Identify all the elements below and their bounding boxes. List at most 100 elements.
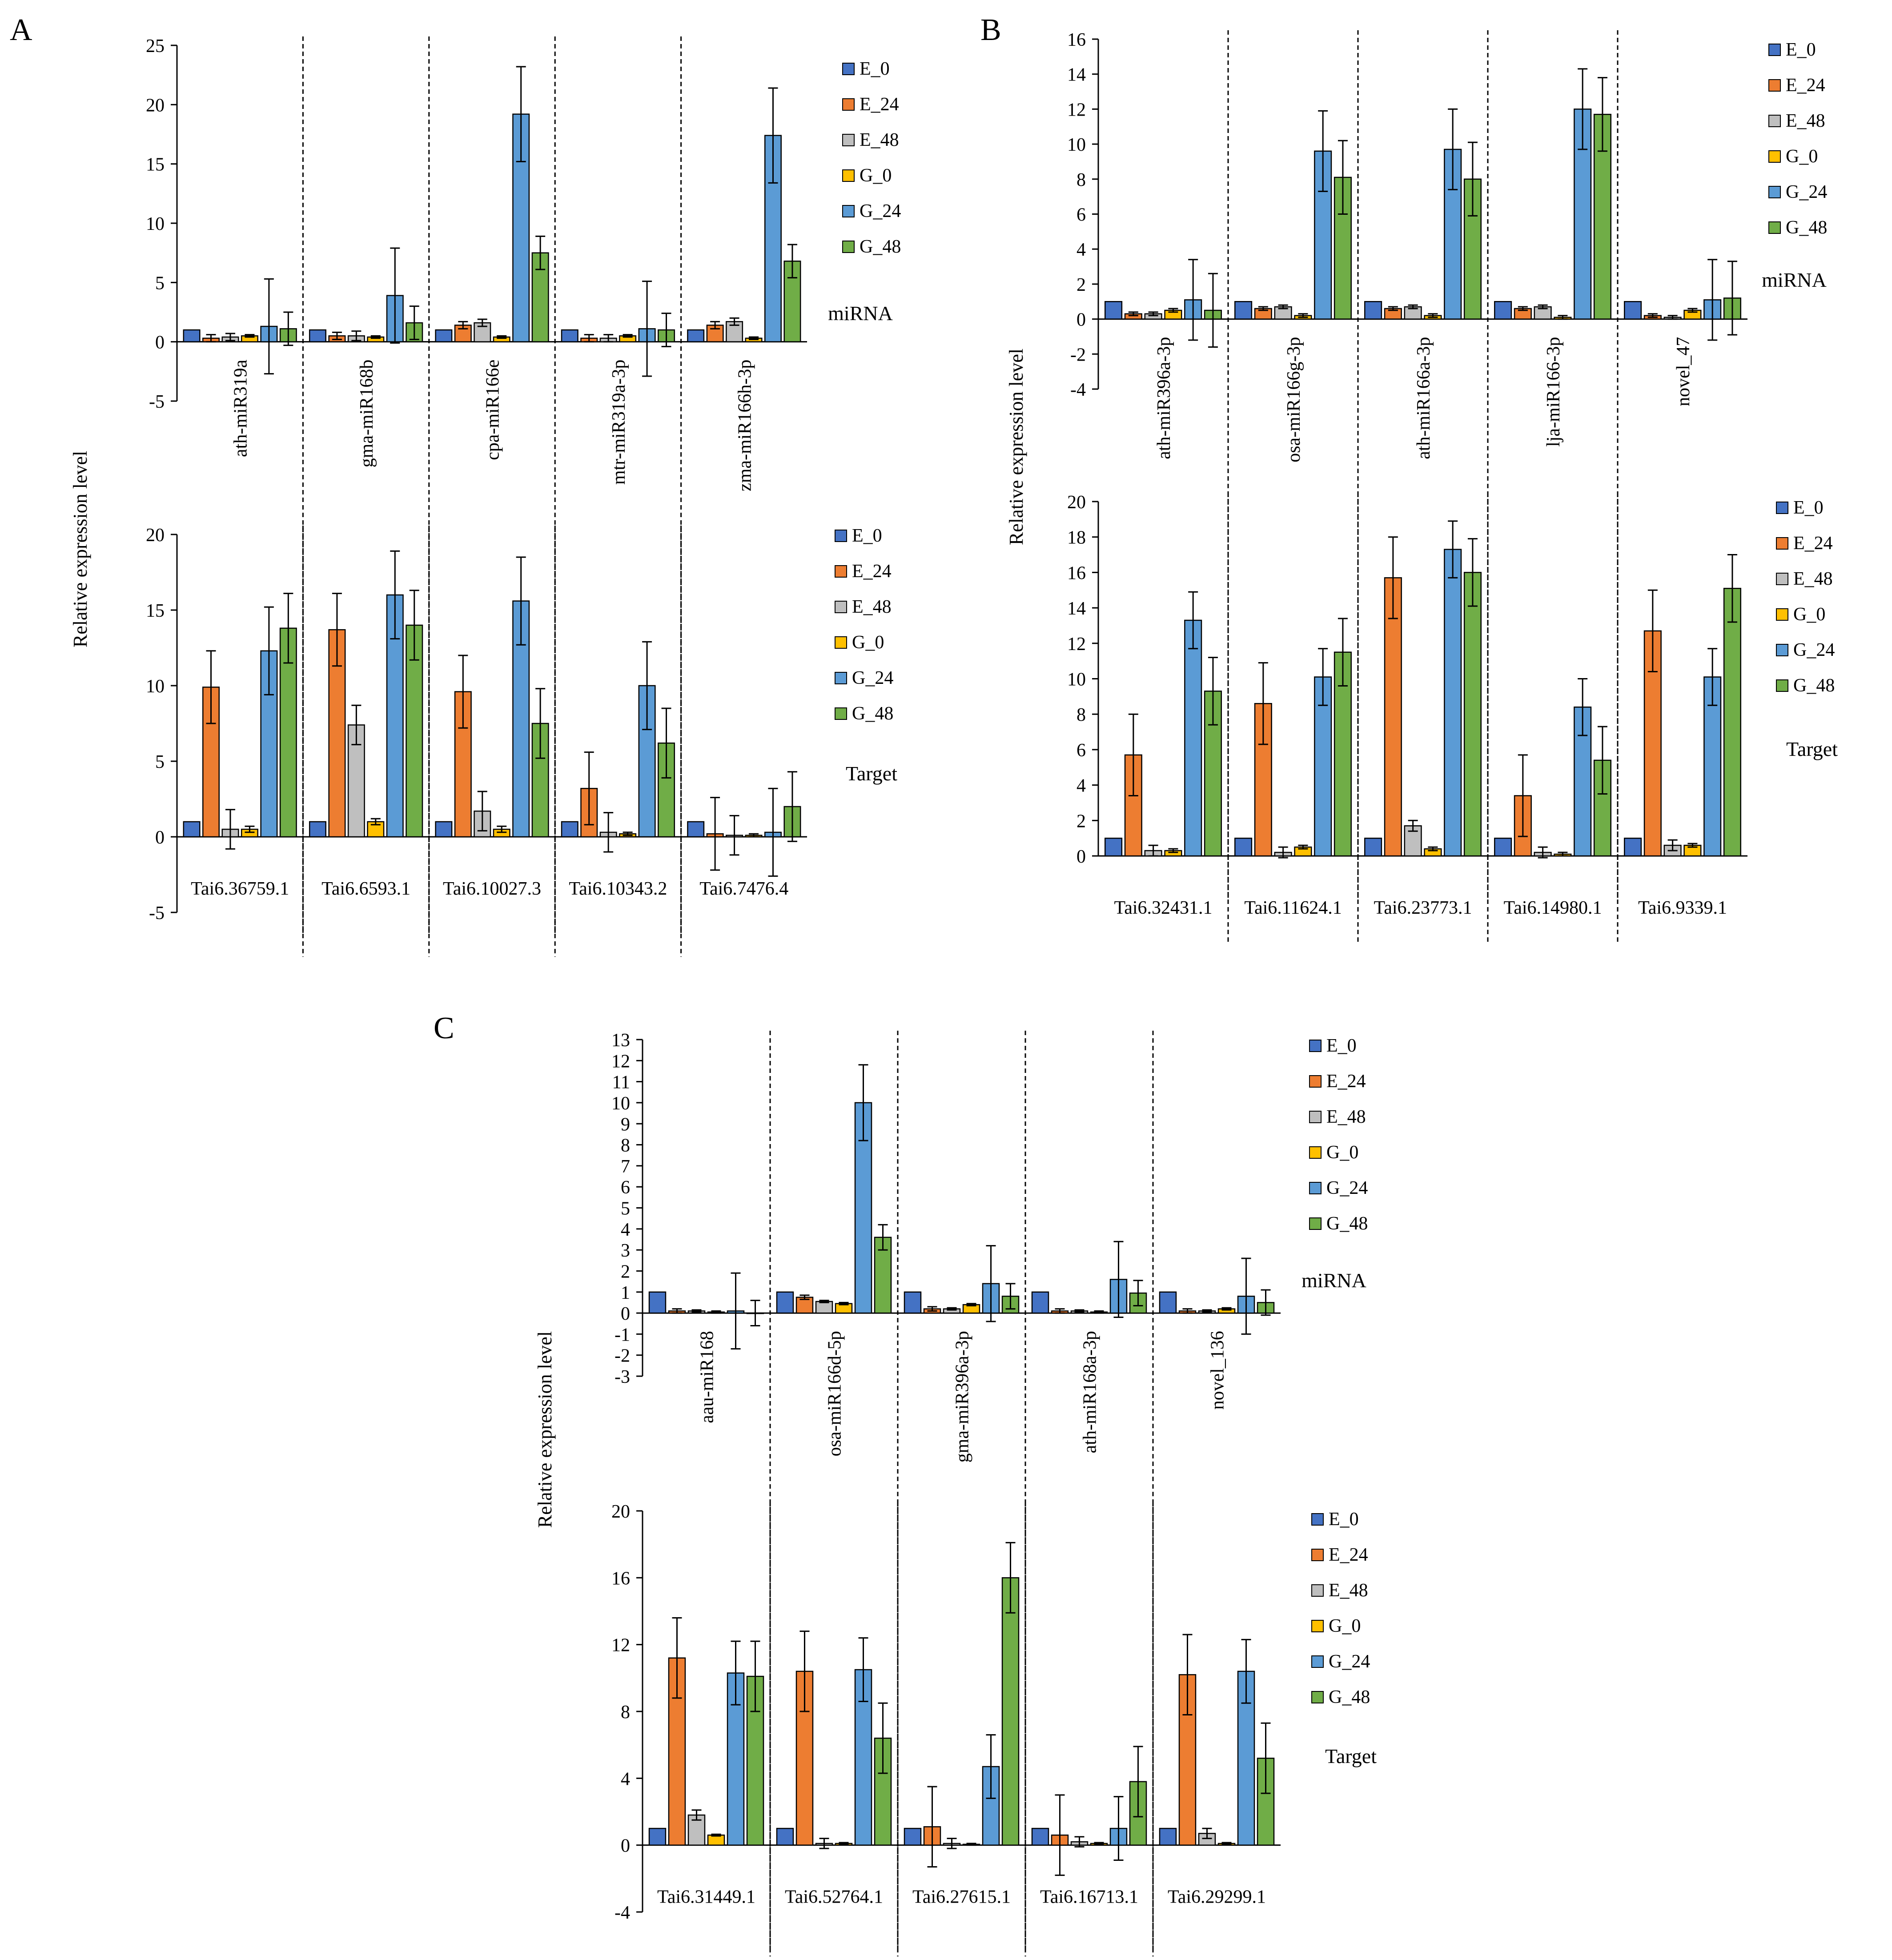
category-label: novel_47 [1673, 337, 1694, 406]
y-axis-title-c: Relative expression level [534, 1331, 556, 1528]
legend-label-g24: G_24 [852, 668, 893, 688]
category-label: Tai6.52764.1 [785, 1887, 883, 1908]
bar-e48-zma-mir166h-3p [726, 321, 743, 342]
legend-label-e24: E_24 [1329, 1545, 1368, 1565]
y-tick-label: -5 [149, 392, 165, 412]
bar-e0-tai6-14980-1 [1494, 837, 1512, 857]
y-axis-title-b: Relative expression level [1005, 349, 1027, 545]
category-label: zma-miR166h-3p [735, 360, 755, 491]
legend-label-e0: E_0 [1793, 498, 1824, 518]
legend-label-g48: G_48 [860, 237, 901, 257]
category-label: ath-miR168a-3p [1080, 1331, 1101, 1453]
section-title: Target [1325, 1745, 1377, 1767]
y-tick-label: 0 [621, 1836, 630, 1856]
legend-label-g24: G_24 [1793, 640, 1835, 660]
bar-e0-tai6-23773-1 [1364, 837, 1382, 857]
legend-label-g48: G_48 [1326, 1213, 1368, 1234]
y-tick-label: 10 [146, 214, 165, 234]
y-tick-label: 5 [155, 273, 165, 293]
y-tick-label: 16 [611, 1568, 630, 1589]
category-label: novel_136 [1208, 1331, 1228, 1410]
legend-label-g24: G_24 [1326, 1178, 1368, 1198]
bar-e48-osa-mir166d-5p [815, 1301, 833, 1314]
legend-swatch-g24 [842, 205, 855, 217]
y-tick-label: 20 [1067, 492, 1086, 513]
bar-e0-tai6-9339-1 [1624, 837, 1642, 857]
y-tick-label: -5 [149, 903, 165, 924]
legend-swatch-e24 [1768, 79, 1781, 92]
legend-label-e0: E_0 [860, 59, 890, 79]
y-tick-label: 8 [621, 1136, 630, 1156]
legend-label-e48: E_48 [1793, 569, 1833, 589]
bar-e0-aau-mir168 [648, 1291, 667, 1314]
bar-e0-tai6-6593-1 [309, 821, 326, 838]
bar-e0-ath-mir168a-3p [1031, 1291, 1049, 1314]
y-tick-label: 7 [621, 1157, 630, 1177]
bar-e0-zma-mir166h-3p [687, 329, 705, 342]
category-label: mtr-miR319a-3p [609, 360, 629, 485]
bar-e0-tai6-29299-1 [1159, 1827, 1177, 1846]
y-tick-label: 16 [1067, 30, 1086, 50]
bar-e0-ath-mir319a [183, 329, 201, 342]
legend-swatch-g0 [1311, 1620, 1324, 1632]
bar-e0-ath-mir166a-3p [1364, 301, 1382, 320]
y-tick-label: 16 [1067, 563, 1086, 583]
legend-swatch-e48 [842, 134, 855, 146]
bar-e0-gma-mir396a-3p [904, 1291, 922, 1314]
y-tick-label: 6 [1077, 740, 1086, 761]
legend-label-e0: E_0 [1326, 1036, 1357, 1056]
bar-e0-osa-mir166d-5p [776, 1291, 794, 1314]
category-label: Tai6.11624.1 [1244, 898, 1342, 918]
bar-g0-tai6-31449-1 [707, 1834, 725, 1846]
y-tick-label: 0 [621, 1304, 630, 1324]
category-label: Tai6.9339.1 [1638, 898, 1727, 918]
bar-e0-ath-mir396a-3p [1105, 301, 1123, 320]
legend-swatch-g0 [1309, 1146, 1322, 1159]
category-label: osa-miR166d-5p [825, 1331, 845, 1456]
legend-label-e48: E_48 [1329, 1580, 1368, 1601]
legend-swatch-g0 [1776, 608, 1788, 621]
y-tick-label: -3 [615, 1367, 630, 1387]
y-tick-label: 6 [1077, 205, 1086, 225]
legend-swatch-e0 [1768, 44, 1781, 56]
bar-e0-tai6-16713-1 [1031, 1827, 1049, 1846]
legend-swatch-e48 [835, 601, 847, 613]
legend-swatch-g24 [1768, 186, 1781, 198]
legend-label-g0: G_0 [1786, 146, 1818, 167]
category-label: Tai6.32431.1 [1114, 898, 1212, 918]
y-tick-label: 2 [1077, 275, 1086, 295]
section-title: Target [846, 762, 897, 785]
bar-e0-tai6-31449-1 [648, 1827, 667, 1846]
legend-label-g48: G_48 [1329, 1687, 1370, 1707]
category-label: Tai6.6593.1 [321, 879, 410, 899]
y-tick-label: 3 [621, 1241, 630, 1261]
legend-swatch-g24 [1309, 1182, 1322, 1194]
legend-swatch-e24 [1776, 537, 1788, 550]
category-label: ath-miR319a [231, 359, 251, 457]
category-label: ath-miR396a-3p [1154, 337, 1174, 459]
category-label: Tai6.31449.1 [657, 1887, 755, 1908]
y-tick-label: 1 [621, 1283, 630, 1303]
legend-swatch-g0 [842, 169, 855, 182]
category-label: gma-miR396a-3p [952, 1331, 973, 1462]
legend-swatch-e0 [842, 63, 855, 75]
legend-swatch-g48 [1309, 1217, 1322, 1230]
legend-swatch-e0 [1776, 502, 1788, 514]
chart-b-mirna: -4 -2 0 2 4 6 8 10 12 14 16 ath-miR396a-3p osa-miR16… [1067, 30, 1827, 943]
y-tick-label: 4 [621, 1220, 630, 1240]
y-tick-label: 12 [611, 1635, 630, 1656]
legend-label-g0: G_0 [1329, 1616, 1361, 1636]
y-tick-label: 15 [146, 155, 165, 175]
y-tick-label: 9 [621, 1114, 630, 1135]
legend-label-g24: G_24 [1786, 182, 1827, 202]
y-tick-label: 20 [146, 525, 165, 546]
y-tick-label: 10 [1067, 670, 1086, 690]
y-tick-label: 12 [1067, 100, 1086, 120]
legend-swatch-e48 [1768, 115, 1781, 127]
y-tick-label: 10 [146, 676, 165, 697]
category-label: Tai6.29299.1 [1168, 1887, 1266, 1908]
bar-e0-tai6-32431-1 [1105, 837, 1123, 857]
